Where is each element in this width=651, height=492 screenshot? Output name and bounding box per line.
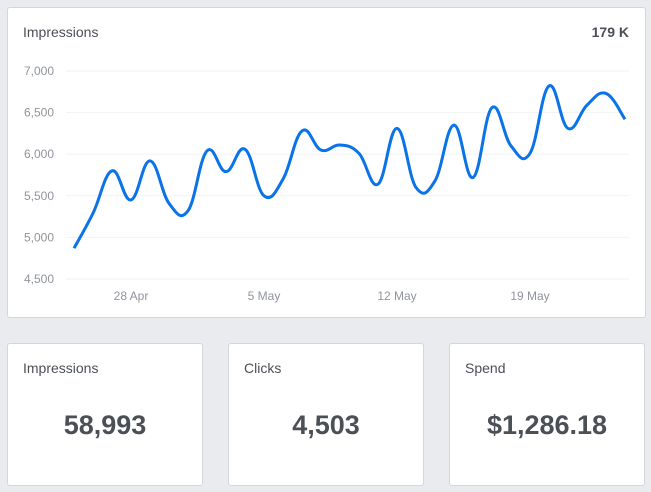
impressions-chart-card: 4,500 5,000 5,500 6,000 6,500 7,000 28 Apr 5 Ma… <box>7 7 646 318</box>
clicks-stat-card: Clicks 4,503 <box>228 343 424 486</box>
stat-label: Impressions <box>23 360 99 376</box>
x-axis-label: 12 May <box>377 289 416 303</box>
y-axis-label: 6,500 <box>24 106 54 120</box>
y-axis-label: 5,500 <box>24 189 54 203</box>
stat-value: 4,503 <box>292 410 360 440</box>
impressions-line <box>72 84 627 249</box>
y-axis-label: 4,500 <box>24 272 54 286</box>
stat-label: Clicks <box>244 360 282 376</box>
y-axis-label: 5,000 <box>24 230 54 244</box>
stat-label: Spend <box>465 360 506 376</box>
chart-title: Impressions <box>23 24 99 40</box>
x-axis-label: 28 Apr <box>114 289 149 303</box>
impressions-stat-card: Impressions 58,993 <box>7 343 203 486</box>
x-axis-label: 5 May <box>248 289 281 303</box>
x-axis-label: 19 May <box>510 289 549 303</box>
y-axis-label: 6,000 <box>24 147 54 161</box>
stat-value: $1,286.18 <box>486 410 608 440</box>
line-chart: 4,500 5,000 5,500 6,000 6,500 7,000 28 Apr 5 Ma… <box>24 64 629 303</box>
stat-value: 58,993 <box>63 410 147 440</box>
spend-stat-card: Spend $1,286.18 <box>449 343 645 486</box>
chart-total: 179 K <box>591 24 629 40</box>
y-axis-label: 7,000 <box>24 64 54 78</box>
